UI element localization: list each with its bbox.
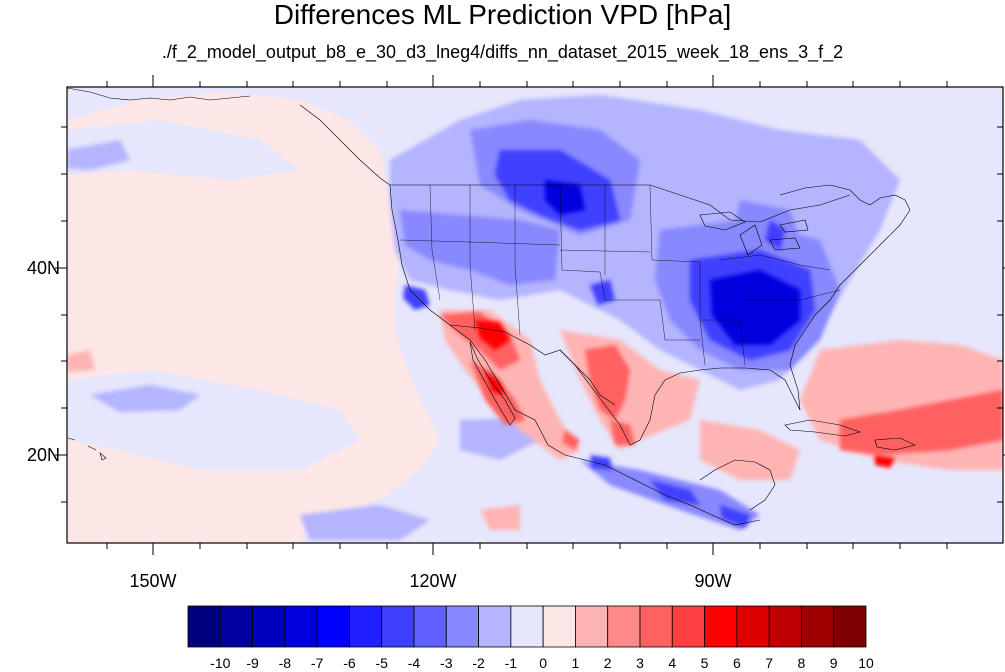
colorbar-box [284, 605, 318, 648]
colorbar-boxes [187, 605, 867, 648]
field-very-strong-negative [545, 180, 800, 345]
colorbar-label: 0 [539, 655, 548, 671]
colorbar-label: -10 [210, 655, 231, 671]
border-us-mexico [449, 324, 616, 406]
colorbar-label: -7 [310, 655, 324, 671]
colorbar-label: 4 [668, 655, 677, 671]
colorbar-box [510, 605, 544, 648]
field-light-negative-west [67, 120, 300, 180]
colorbar-box [704, 605, 738, 648]
colorbar-box [219, 605, 253, 648]
colorbar-label: 7 [765, 655, 774, 671]
boundaries [67, 87, 916, 526]
colorbar-label: -2 [472, 655, 485, 671]
colorbar-box [768, 605, 802, 648]
colorbar-box [639, 605, 673, 648]
colorbar-box [575, 605, 609, 648]
lat-tick-label: 40N [26, 258, 60, 278]
colorbar-label: 2 [603, 655, 612, 671]
colorbar-label: 8 [797, 655, 806, 671]
colorbar-box [542, 605, 576, 648]
coastline-baja [469, 341, 516, 426]
colorbar-box [671, 605, 705, 648]
colorbar-box [413, 605, 447, 648]
colorbar-label: -9 [246, 655, 259, 671]
state-lines [399, 184, 841, 366]
colorbar-box [478, 605, 512, 648]
lon-tick-label: 90W [694, 571, 732, 591]
coastline-cuba [784, 419, 862, 437]
coastline-alaska [67, 87, 251, 101]
colorbar-box [316, 605, 350, 648]
colorbar-box [736, 605, 770, 648]
colorbar-label: 1 [571, 655, 580, 671]
coastline-gulf [559, 209, 911, 446]
border-us-canada [390, 184, 851, 223]
colorbar-box [607, 605, 641, 648]
colorbar-label: -1 [504, 655, 518, 671]
colorbar-label: 6 [732, 655, 741, 671]
chart-title: Differences ML Prediction VPD [hPa] [273, 0, 732, 30]
colorbar-box [833, 605, 867, 648]
tick-marks [55, 75, 1005, 555]
colorbar-box [445, 605, 479, 648]
colorbar-label: 3 [636, 655, 644, 671]
colorbar-box [187, 605, 221, 648]
field-very-strong-positive [475, 320, 895, 468]
colorbar-label: -8 [278, 655, 292, 671]
hawaii [67, 437, 107, 461]
colorbar-label: -3 [440, 655, 453, 671]
coastline-hispaniola [874, 437, 916, 451]
coastline-yucatan [699, 459, 776, 511]
coastline-northeast [779, 184, 911, 211]
colorbar-label: 10 [858, 655, 874, 671]
lat-tick-label: 20N [26, 445, 60, 465]
lon-tick-label: 150W [129, 571, 177, 591]
great-lakes [699, 211, 809, 256]
colorbar-label: -6 [343, 655, 356, 671]
colorbar-box [252, 605, 286, 648]
coastline-bc [299, 104, 391, 186]
colorbar-label: -4 [407, 655, 421, 671]
colorbar-label: 9 [829, 655, 838, 671]
lon-tick-label: 120W [409, 571, 457, 591]
coastline-west [389, 184, 761, 526]
colorbar-label: -5 [375, 655, 388, 671]
field-pacific-pink [150, 180, 420, 420]
chart-subtitle: ./f_2_model_output_b8_e_30_d3_lneg4/diff… [161, 42, 844, 62]
colorbar-box [801, 605, 835, 648]
colorbar-box [381, 605, 415, 648]
colorbar-box [349, 605, 383, 648]
colorbar-label: 5 [700, 655, 709, 671]
